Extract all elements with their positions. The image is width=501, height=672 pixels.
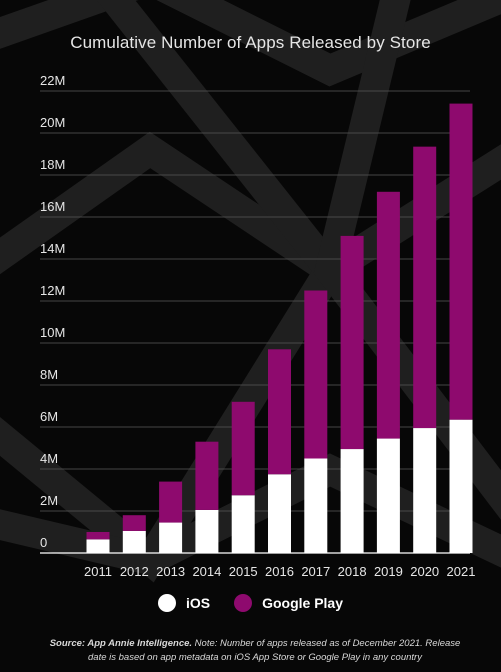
chart-footnote: Source: App Annie Intelligence. Note: Nu… (40, 637, 470, 665)
bar-ios (413, 428, 437, 553)
bar-google-play (195, 441, 219, 510)
bar-google-play (122, 515, 146, 531)
bar-google-play (86, 532, 110, 540)
chart-legend: iOS Google Play (0, 594, 501, 612)
y-tick-label: 6M (40, 409, 58, 424)
bar-ios (376, 438, 400, 553)
bar-ios (86, 539, 110, 553)
bar-google-play (304, 290, 328, 459)
bar-ios (122, 530, 146, 553)
y-tick-label: 16M (40, 199, 65, 214)
footnote-note: Note: Number of apps released as of Dece… (88, 638, 461, 663)
bar-ios (268, 474, 291, 553)
x-tick-label: 2015 (229, 564, 258, 579)
legend-item-google-play: Google Play (234, 594, 343, 612)
x-tick-label: 2020 (410, 564, 439, 579)
bar-google-play (376, 191, 400, 439)
bar-google-play (340, 235, 364, 450)
x-tick-label: 2016 (265, 564, 294, 579)
x-tick-label: 2017 (301, 564, 330, 579)
bar-ios (195, 509, 219, 553)
y-tick-label: 14M (40, 241, 65, 256)
bar-ios (449, 419, 473, 553)
bar-google-play (413, 146, 437, 429)
y-tick-label: 4M (40, 451, 58, 466)
bar-google-play (231, 401, 255, 496)
x-tick-label: 2018 (338, 564, 367, 579)
x-tick-label: 2012 (120, 564, 149, 579)
x-tick-label: 2014 (192, 564, 221, 579)
x-tick-label: 2013 (156, 564, 185, 579)
y-tick-label: 20M (40, 115, 65, 130)
x-tick-label: 2011 (84, 564, 112, 579)
x-tick-label: 2019 (374, 564, 403, 579)
legend-swatch-google-play (234, 594, 253, 612)
legend-label-google-play: Google Play (262, 595, 344, 611)
legend-label-ios: iOS (185, 595, 211, 611)
bar-ios (231, 495, 255, 553)
x-tick-label: 2021 (447, 564, 476, 579)
bar-ios (340, 449, 364, 553)
bar-google-play (268, 349, 291, 475)
y-tick-label: 10M (40, 325, 65, 340)
y-tick-label: 2M (40, 493, 58, 508)
y-tick-label: 18M (40, 157, 65, 172)
y-tick-label: 12M (40, 283, 65, 298)
bar-ios (304, 458, 328, 553)
footnote-source: Source: App Annie Intelligence. (49, 638, 193, 649)
legend-item-ios: iOS (157, 594, 211, 612)
y-tick-label: 22M (40, 73, 65, 88)
legend-swatch-ios (157, 594, 176, 612)
bar-ios (159, 522, 183, 553)
chart-title: Cumulative Number of Apps Released by St… (70, 33, 431, 52)
bar-google-play (449, 103, 473, 420)
bar-google-play (159, 481, 183, 523)
y-tick-label: 8M (40, 367, 58, 382)
y-tick-label: 0 (40, 535, 47, 550)
